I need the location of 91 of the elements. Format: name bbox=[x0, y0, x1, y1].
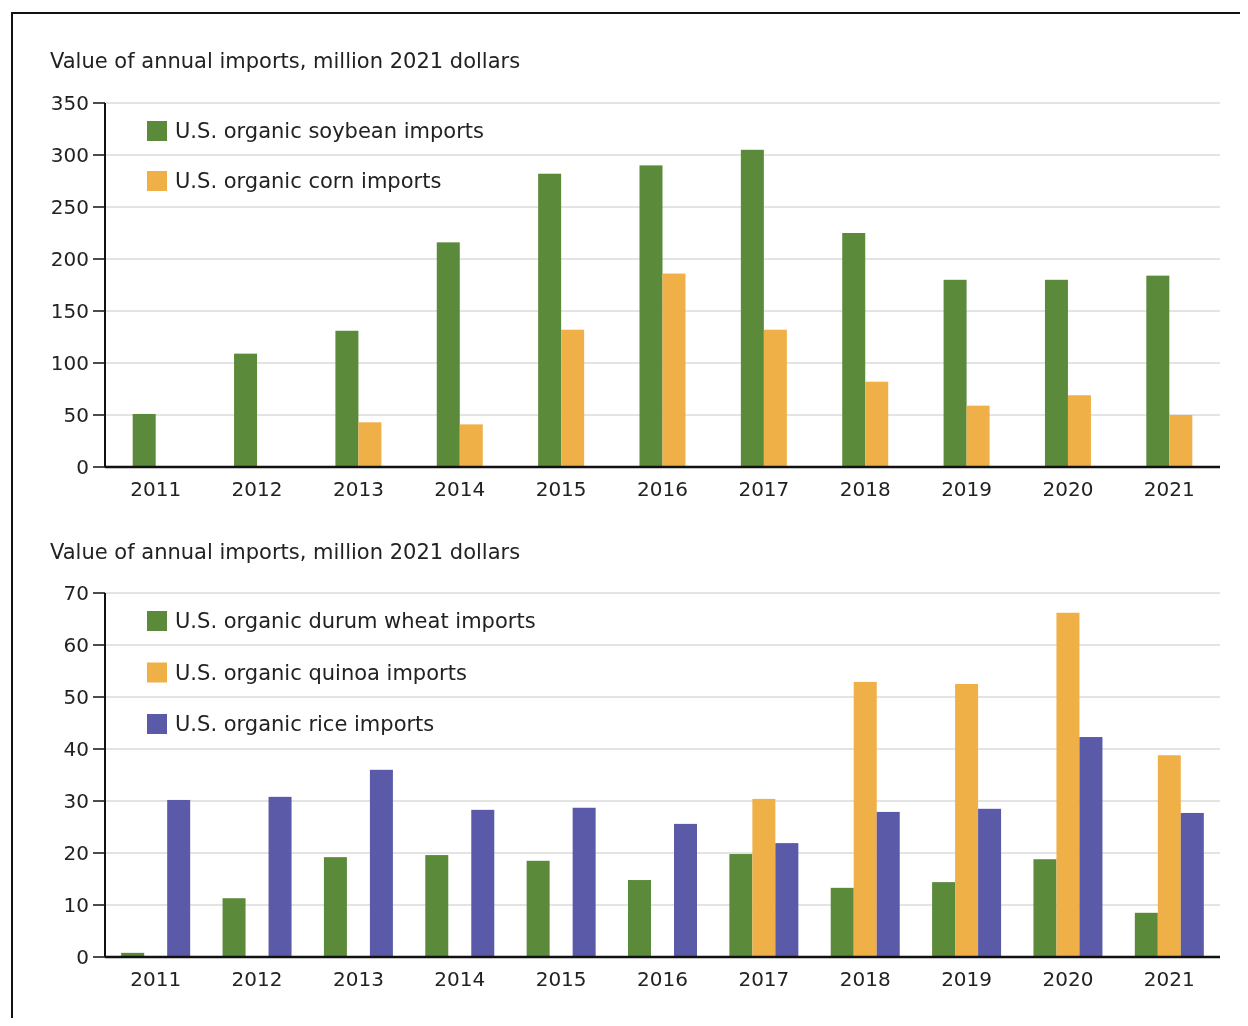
y-axis-title: Value of annual imports, million 2021 dollars bbox=[50, 49, 521, 73]
bar bbox=[674, 823, 697, 957]
bar bbox=[1044, 279, 1068, 467]
y-tick-label: 0 bbox=[76, 945, 89, 969]
bar bbox=[222, 898, 246, 957]
x-tick-label: 2020 bbox=[1042, 477, 1094, 501]
bar bbox=[132, 413, 156, 467]
x-tick-label: 2016 bbox=[637, 967, 688, 991]
bar bbox=[865, 381, 889, 467]
y-tick-label: 70 bbox=[63, 581, 89, 605]
x-tick-label: 2018 bbox=[839, 967, 891, 991]
y-axis-title: Value of annual imports, million 2021 dollars bbox=[50, 540, 521, 564]
bar bbox=[538, 173, 562, 467]
bar bbox=[876, 811, 900, 957]
y-tick-label: 50 bbox=[63, 403, 89, 427]
y-tick-label: 300 bbox=[50, 143, 89, 167]
bar bbox=[775, 843, 799, 957]
bar bbox=[830, 887, 854, 957]
bar bbox=[335, 330, 359, 467]
bar bbox=[268, 796, 292, 957]
bar bbox=[853, 681, 877, 957]
bar bbox=[572, 807, 596, 957]
x-tick-label: 2017 bbox=[738, 477, 790, 501]
legend-label: U.S. organic durum wheat imports bbox=[175, 609, 536, 634]
bar bbox=[459, 424, 483, 467]
bar bbox=[752, 798, 776, 957]
legend-label: U.S. organic corn imports bbox=[175, 169, 442, 194]
bar bbox=[1067, 395, 1091, 467]
y-tick-label: 10 bbox=[63, 893, 89, 917]
legend-label: U.S. organic quinoa imports bbox=[175, 660, 467, 685]
y-tick-label: 0 bbox=[76, 455, 89, 479]
x-tick-label: 2016 bbox=[637, 477, 688, 501]
x-tick-label: 2015 bbox=[535, 477, 587, 501]
bar bbox=[436, 242, 460, 467]
bar bbox=[1146, 275, 1170, 467]
x-tick-label: 2013 bbox=[332, 967, 384, 991]
bar bbox=[628, 880, 651, 957]
y-tick-label: 50 bbox=[63, 685, 89, 709]
bar bbox=[561, 329, 585, 467]
x-tick-label: 2011 bbox=[130, 967, 182, 991]
bar bbox=[1079, 737, 1103, 957]
bar bbox=[234, 353, 258, 467]
x-tick-label: 2017 bbox=[738, 967, 790, 991]
x-tick-label: 2015 bbox=[535, 967, 587, 991]
bar bbox=[1169, 415, 1193, 467]
x-tick-label: 2021 bbox=[1143, 967, 1195, 991]
legend-label: U.S. organic rice imports bbox=[175, 712, 435, 737]
x-tick-label: 2021 bbox=[1143, 477, 1195, 501]
x-tick-label: 2019 bbox=[941, 477, 993, 501]
y-tick-label: 20 bbox=[63, 841, 89, 865]
y-tick-label: 150 bbox=[50, 299, 89, 323]
x-tick-label: 2014 bbox=[434, 477, 486, 501]
bar bbox=[932, 882, 956, 957]
bar bbox=[1056, 612, 1080, 957]
y-tick-label: 30 bbox=[63, 789, 89, 813]
x-tick-label: 2011 bbox=[130, 477, 182, 501]
x-tick-label: 2019 bbox=[941, 967, 993, 991]
y-tick-label: 350 bbox=[50, 91, 89, 115]
x-tick-label: 2018 bbox=[839, 477, 891, 501]
bar bbox=[1033, 859, 1057, 957]
y-tick-label: 200 bbox=[50, 247, 89, 271]
bar bbox=[1157, 755, 1181, 957]
bar bbox=[425, 855, 449, 957]
bar bbox=[842, 233, 866, 467]
bar bbox=[369, 769, 393, 957]
bar bbox=[740, 149, 764, 467]
bar bbox=[167, 799, 191, 957]
bar bbox=[729, 854, 753, 957]
bar bbox=[639, 165, 663, 467]
bar bbox=[978, 808, 1002, 957]
bar bbox=[358, 422, 382, 467]
bar bbox=[526, 860, 550, 957]
bar bbox=[1134, 912, 1158, 957]
y-tick-label: 40 bbox=[63, 737, 89, 761]
x-tick-label: 2012 bbox=[231, 477, 283, 501]
bar bbox=[955, 684, 979, 957]
bar bbox=[1180, 812, 1204, 957]
x-tick-label: 2020 bbox=[1042, 967, 1094, 991]
bar bbox=[966, 405, 990, 467]
bar bbox=[662, 273, 686, 467]
y-tick-label: 60 bbox=[63, 633, 89, 657]
bar bbox=[323, 857, 347, 957]
bar bbox=[471, 809, 495, 957]
y-tick-label: 100 bbox=[50, 351, 89, 375]
bar bbox=[763, 329, 787, 467]
legend-label: U.S. organic soybean imports bbox=[175, 119, 485, 144]
x-tick-label: 2012 bbox=[231, 967, 283, 991]
x-tick-label: 2013 bbox=[332, 477, 384, 501]
x-tick-label: 2014 bbox=[434, 967, 486, 991]
bar bbox=[943, 279, 967, 467]
y-tick-label: 250 bbox=[50, 195, 89, 219]
